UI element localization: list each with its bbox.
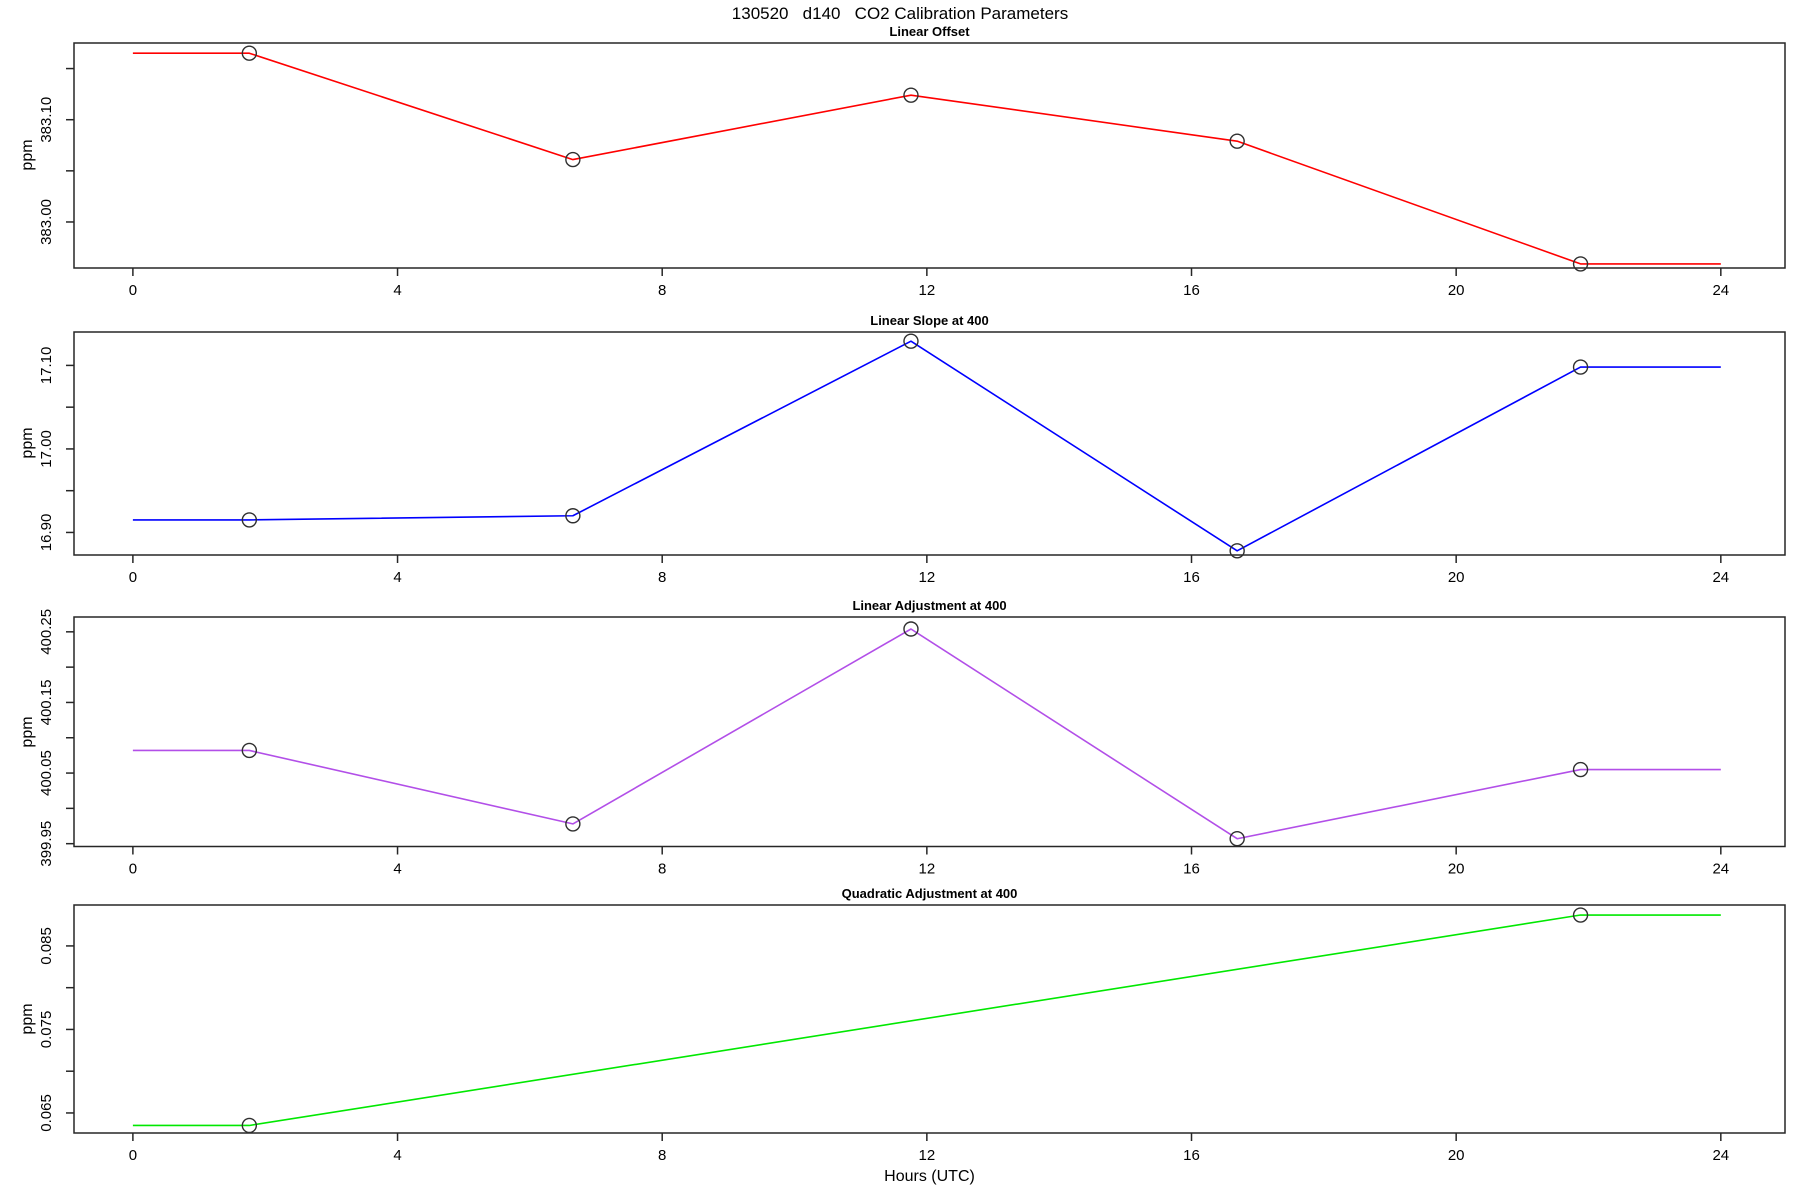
series-line — [132, 628, 1721, 840]
x-tick-label: 8 — [658, 282, 666, 299]
series-line — [132, 914, 1721, 1127]
x-tick-label: 8 — [658, 861, 666, 878]
y-tick-label: 17.10 — [38, 347, 55, 385]
x-tick-label: 8 — [658, 1147, 666, 1164]
data-point-marker — [903, 87, 919, 103]
x-tick-label: 0 — [129, 569, 137, 586]
panel-box — [73, 42, 1786, 269]
x-tick-label: 16 — [1183, 861, 1200, 878]
y-tick-label: 400.05 — [38, 750, 55, 796]
panel-box — [73, 616, 1786, 848]
data-point-marker — [1572, 907, 1589, 923]
x-tick-label: 16 — [1183, 282, 1200, 299]
data-point-marker — [1572, 761, 1589, 778]
data-point-marker — [565, 508, 581, 524]
series-line — [132, 52, 1721, 265]
series-line — [132, 340, 1721, 552]
x-tick-label: 4 — [393, 282, 401, 299]
x-axis-title: Hours (UTC) — [884, 1168, 975, 1185]
x-tick-label: 4 — [393, 1147, 401, 1164]
x-tick-label: 24 — [1712, 1147, 1729, 1164]
panel-title-linear-adjustment: Linear Adjustment at 400 — [852, 598, 1007, 613]
data-point-marker — [1229, 831, 1245, 847]
x-tick-label: 16 — [1183, 1147, 1200, 1164]
x-tick-label: 20 — [1448, 569, 1465, 586]
data-point-marker — [1229, 543, 1245, 559]
y-tick-label: 400.25 — [38, 609, 55, 655]
x-tick-label: 4 — [393, 569, 401, 586]
figure-title: 130520 d140 CO2 Calibration Parameters — [731, 4, 1069, 23]
y-tick-label: 17.00 — [38, 430, 55, 468]
data-point-marker — [903, 621, 919, 637]
x-tick-label: 16 — [1183, 569, 1200, 586]
x-tick-label: 20 — [1448, 282, 1465, 299]
x-tick-label: 12 — [919, 1147, 936, 1164]
y-tick-label: 16.90 — [38, 514, 55, 552]
panel-box — [73, 331, 1786, 556]
y-tick-label: 0.065 — [38, 1094, 55, 1132]
data-point-marker — [903, 333, 919, 349]
x-tick-label: 20 — [1448, 1147, 1465, 1164]
panel-title-quadratic-adjustment: Quadratic Adjustment at 400 — [841, 886, 1018, 901]
panel-title-linear-offset: Linear Offset — [889, 24, 970, 39]
data-point-marker — [565, 151, 581, 168]
data-point-marker — [1572, 256, 1589, 272]
data-point-marker — [1229, 133, 1245, 149]
data-point-marker — [241, 1117, 258, 1134]
y-tick-label: 0.085 — [38, 927, 55, 965]
x-tick-label: 12 — [919, 569, 936, 586]
x-tick-label: 0 — [129, 282, 137, 299]
data-point-marker — [1572, 359, 1589, 375]
x-tick-label: 8 — [658, 569, 666, 586]
data-point-marker — [241, 45, 258, 61]
data-point-marker — [565, 816, 581, 832]
y-tick-label: 0.075 — [38, 1011, 55, 1049]
y-tick-label: 399.95 — [38, 821, 55, 867]
data-point-marker — [241, 742, 258, 759]
x-tick-label: 0 — [129, 861, 137, 878]
data-point-marker — [241, 512, 258, 528]
y-tick-label: 383.00 — [38, 199, 55, 245]
y-tick-label: 400.15 — [38, 679, 55, 725]
panel-title-linear-slope: Linear Slope at 400 — [870, 313, 989, 328]
x-tick-label: 20 — [1448, 861, 1465, 878]
y-tick-label: 383.10 — [38, 97, 55, 143]
x-tick-label: 24 — [1712, 282, 1729, 299]
x-tick-label: 0 — [129, 1147, 137, 1164]
x-tick-label: 24 — [1712, 861, 1729, 878]
panel-box — [73, 904, 1786, 1134]
x-tick-label: 4 — [393, 861, 401, 878]
x-tick-label: 24 — [1712, 569, 1729, 586]
x-tick-label: 12 — [919, 282, 936, 299]
x-tick-label: 12 — [919, 861, 936, 878]
